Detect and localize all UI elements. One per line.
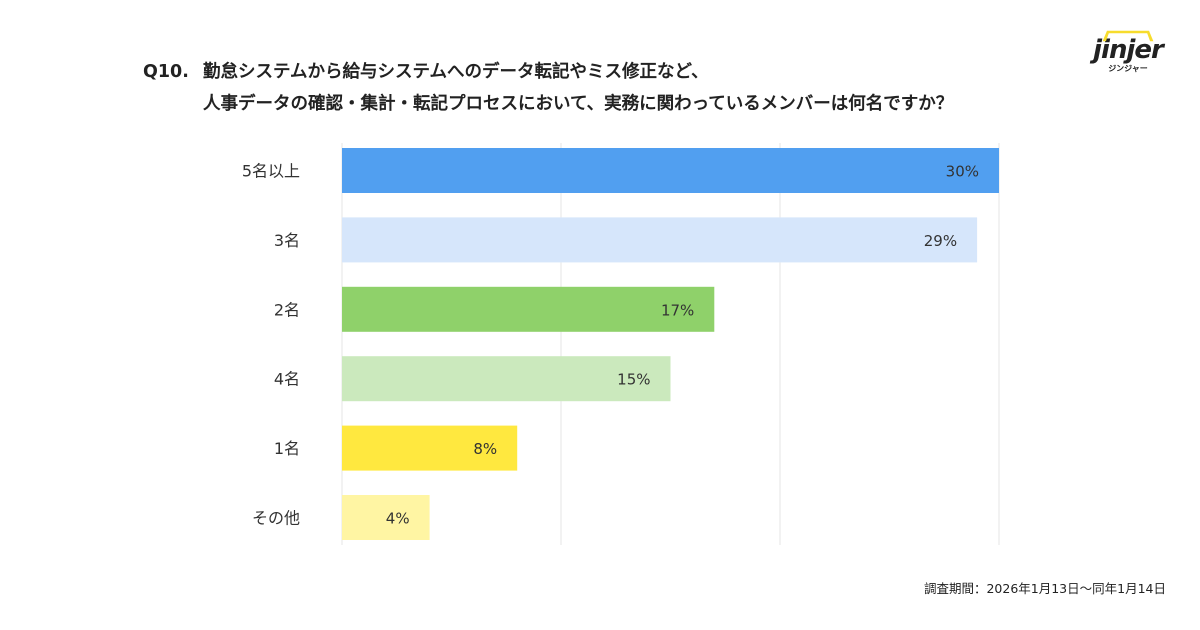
title-line-1: 勤怠システムから給与システムへのデータ転記やミス修正など、 <box>203 62 709 82</box>
bar <box>342 286 715 332</box>
data-label: 29% <box>924 232 957 250</box>
category-label: 3名 <box>274 231 300 250</box>
jinjer-logo: jinjer ジンジャー <box>1083 30 1173 74</box>
category-label: 1名 <box>274 439 300 458</box>
data-label: 4% <box>386 510 410 528</box>
bar <box>342 148 999 193</box>
bar <box>342 356 671 402</box>
logo-word: jinjer <box>1093 35 1164 65</box>
data-label: 17% <box>661 301 694 319</box>
category-label: 2名 <box>274 300 300 319</box>
question-number: Q10. <box>143 62 189 82</box>
bar <box>342 217 978 263</box>
category-label: 4名 <box>274 370 300 389</box>
logo-kana: ジンジャー <box>1108 64 1148 73</box>
category-label: その他 <box>252 509 300 528</box>
data-label: 8% <box>473 440 497 458</box>
chart-title: Q10. 勤怠システムから給与システムへのデータ転記やミス修正など、 人事データの… <box>143 56 953 120</box>
bar <box>342 495 430 540</box>
data-label: 15% <box>617 371 650 389</box>
category-label: 5名以上 <box>242 162 300 181</box>
title-line-2: 人事データの確認・集計・転記プロセスにおいて、実務に関わっているメンバーは何名で… <box>203 94 954 114</box>
data-label: 30% <box>946 163 979 181</box>
survey-period: 調査期間：2026年1月13日〜同年1月14日 <box>923 581 1166 596</box>
bar <box>342 425 518 471</box>
